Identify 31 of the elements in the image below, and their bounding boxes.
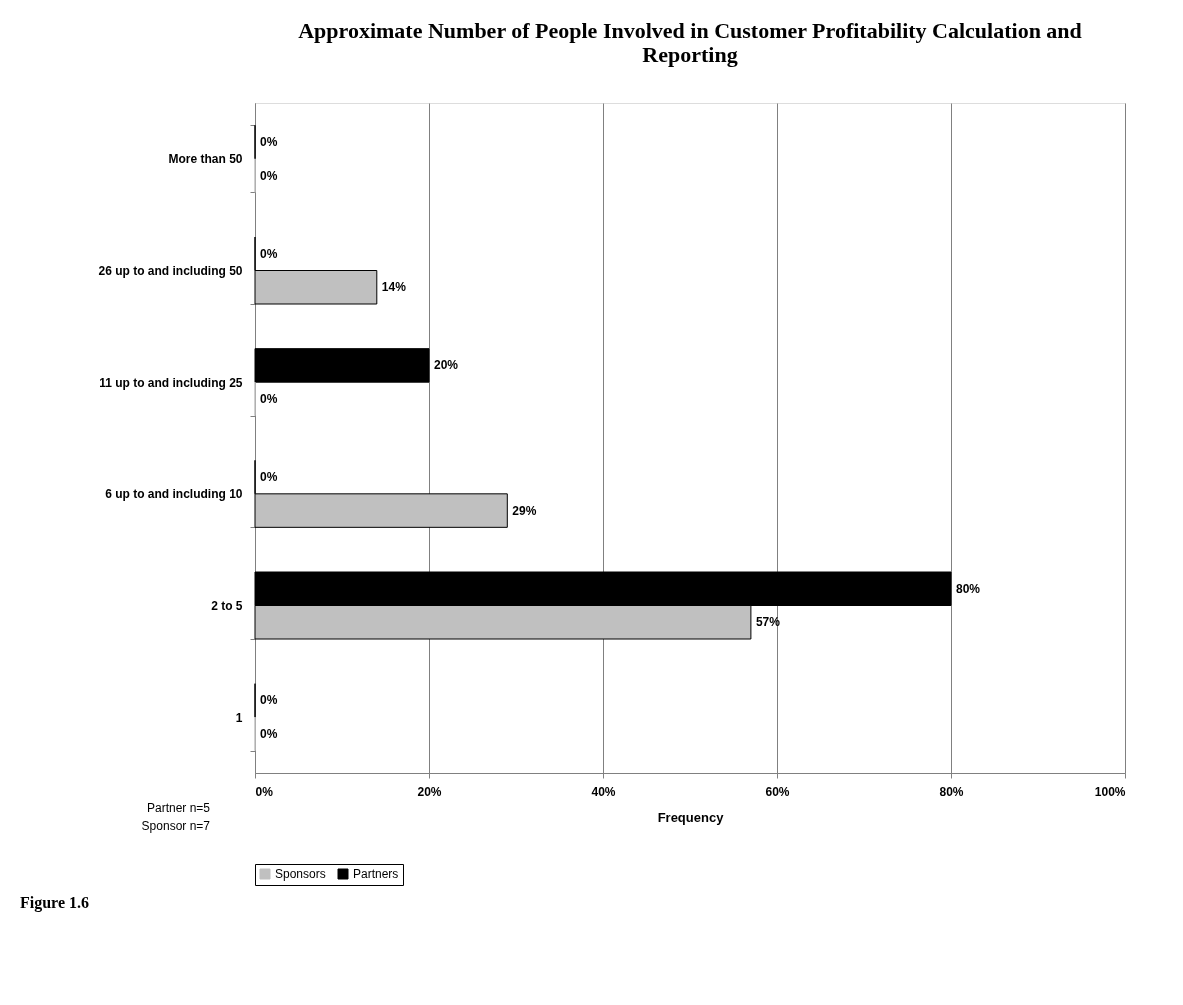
data-label: 80% bbox=[956, 581, 981, 596]
x-tick-label: 80% bbox=[939, 784, 964, 799]
y-tick-label: 1 bbox=[235, 710, 243, 725]
data-label: 29% bbox=[512, 503, 537, 518]
x-axis-title: Frequency bbox=[657, 809, 725, 825]
data-label: 0% bbox=[260, 246, 278, 261]
x-tick-label: 20% bbox=[417, 784, 442, 799]
data-label: 0% bbox=[260, 135, 278, 150]
caption: Figure 1.6 bbox=[20, 894, 90, 912]
data-label: 14% bbox=[381, 280, 407, 295]
x-tick-label: 0% bbox=[255, 784, 274, 799]
y-tick-label: 2 to 5 bbox=[211, 599, 243, 613]
data-label: 0% bbox=[260, 693, 278, 708]
x-tick-label: 100% bbox=[1094, 784, 1126, 799]
x-tick-label: 40% bbox=[591, 784, 616, 799]
legend-label: Sponsors bbox=[275, 867, 326, 881]
y-tick-label: 11 up to and including 25 bbox=[99, 375, 243, 390]
data-label: 0% bbox=[260, 168, 278, 183]
data-label: 0% bbox=[260, 470, 278, 485]
y-tick-label: More than 50 bbox=[168, 152, 243, 167]
y-tick-label: 26 up to and including 50 bbox=[98, 264, 243, 278]
data-label: 0% bbox=[260, 726, 278, 741]
y-tick-label: 6 up to and including 10 bbox=[105, 487, 243, 502]
text: Partner n=5 bbox=[146, 801, 211, 815]
chart-title: Approximate Number of People Involved in Customer Profitability Calculation and Reporting bbox=[298, 18, 1082, 67]
legend-label: Partners bbox=[353, 867, 399, 881]
x-tick-label: 60% bbox=[765, 784, 790, 799]
data-label: 0% bbox=[260, 391, 278, 406]
text: Sponsor n=7 bbox=[141, 819, 211, 833]
data-label: 20% bbox=[434, 358, 459, 373]
data-label: 57% bbox=[755, 615, 781, 630]
